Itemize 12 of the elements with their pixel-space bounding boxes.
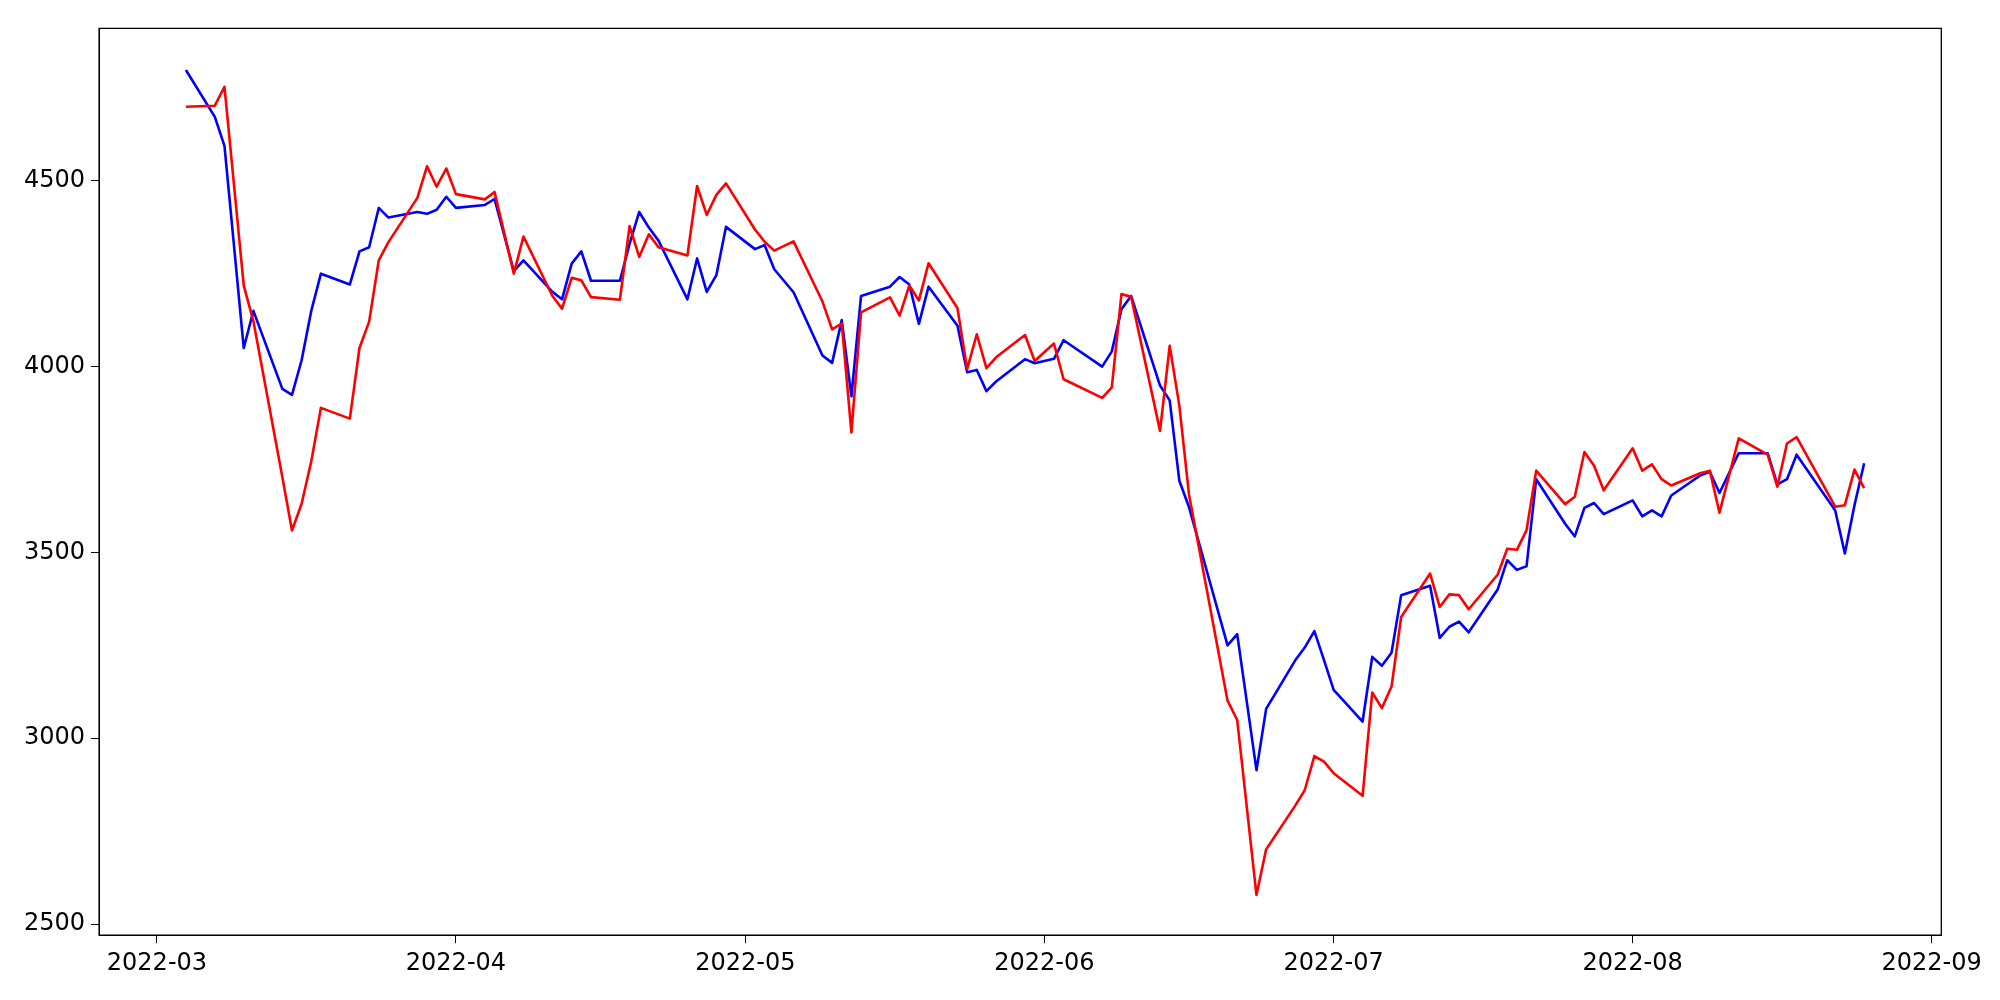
- x-tick-label: 2022-06: [994, 947, 1095, 976]
- y-tick-label: 4000: [24, 350, 86, 379]
- y-tick-label: 3500: [24, 536, 86, 565]
- x-tick-label: 2022-05: [695, 947, 796, 976]
- x-tick-label: 2022-08: [1582, 947, 1683, 976]
- x-tick-label: 2022-09: [1881, 947, 1982, 976]
- y-tick-label: 4500: [24, 165, 86, 194]
- y-tick-label: 2500: [24, 908, 86, 937]
- x-tick-label: 2022-03: [106, 947, 208, 976]
- x-tick-label: 2022-07: [1283, 947, 1384, 976]
- x-tick-label: 2022-04: [405, 947, 507, 976]
- y-tick-label: 3000: [24, 722, 86, 751]
